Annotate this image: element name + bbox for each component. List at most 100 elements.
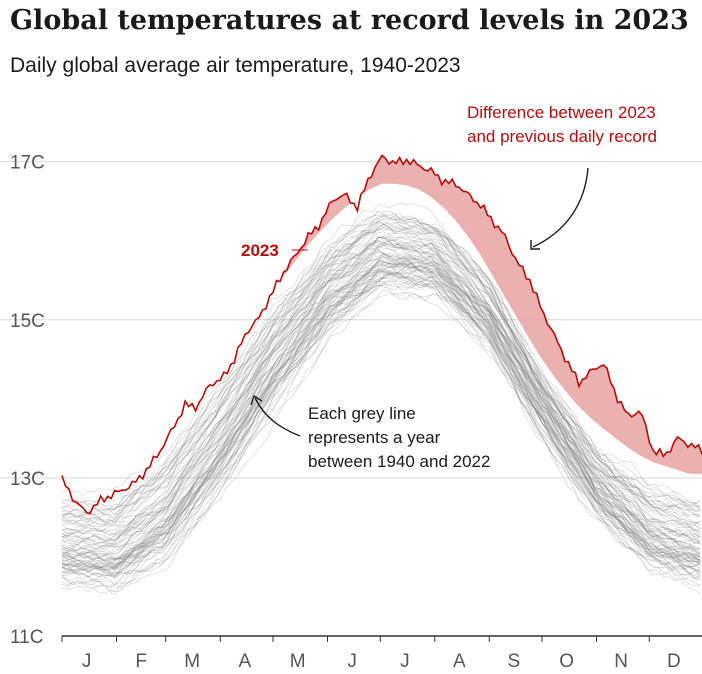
- grey-year-line: [61, 224, 701, 528]
- grey-lines-label-line-2: represents a year: [308, 428, 441, 447]
- difference-label-line-1: Difference between 2023: [467, 103, 656, 122]
- grey-year-line: [61, 269, 701, 581]
- grey-year-line: [61, 280, 701, 572]
- grey-year-line: [61, 275, 701, 580]
- grey-year-line: [61, 261, 701, 567]
- grey-year-line: [61, 261, 701, 561]
- grey-year-line: [61, 263, 701, 568]
- x-tick-label: M: [184, 651, 200, 672]
- grey-year-line: [61, 228, 701, 524]
- grey-year-line: [61, 248, 701, 561]
- grey-year-line: [61, 225, 701, 536]
- x-tick-label: J: [82, 651, 92, 672]
- y-tick-label: 15C: [10, 311, 45, 332]
- grey-year-line: [61, 263, 701, 566]
- grey-year-lines: [61, 202, 701, 596]
- x-tick-label: J: [347, 651, 357, 672]
- grey-year-line: [61, 213, 701, 510]
- grey-year-line: [61, 236, 701, 544]
- grey-year-line: [61, 250, 701, 551]
- grey-year-line: [61, 260, 701, 568]
- grey-year-line: [61, 292, 701, 592]
- grey-year-line: [61, 258, 701, 566]
- grey-year-line: [61, 263, 701, 566]
- grey-year-line: [61, 268, 701, 577]
- grey-year-line: [61, 239, 701, 547]
- grey-year-line: [61, 236, 701, 550]
- grey-year-line: [61, 246, 701, 555]
- grey-year-line: [61, 239, 701, 541]
- difference-arrowhead: [530, 240, 540, 250]
- x-tick-label: A: [453, 651, 466, 672]
- grey-year-line: [61, 242, 701, 548]
- grey-year-line: [61, 216, 701, 510]
- label-2023: 2023: [241, 241, 279, 260]
- x-tick-label: J: [400, 651, 410, 672]
- grey-year-line: [61, 212, 701, 512]
- grey-year-line: [61, 258, 701, 571]
- grey-year-line: [61, 260, 701, 562]
- annotations: 2023 Difference between 2023 and previou…: [241, 103, 657, 471]
- x-tick-label: N: [614, 651, 628, 672]
- record-difference-area: [283, 155, 702, 474]
- grey-year-line: [61, 276, 701, 593]
- grey-year-line: [61, 284, 701, 594]
- grey-year-line: [61, 224, 701, 528]
- grey-year-line: [61, 242, 701, 550]
- grey-year-line: [61, 223, 701, 525]
- grey-year-line: [61, 223, 701, 527]
- grey-year-line: [61, 243, 701, 539]
- grey-year-line: [61, 289, 701, 596]
- grey-year-line: [61, 244, 701, 553]
- grey-year-line: [61, 265, 701, 565]
- grey-year-line: [61, 268, 701, 578]
- grey-year-line: [61, 249, 701, 555]
- grey-year-line: [61, 252, 701, 569]
- grey-year-line: [61, 240, 701, 541]
- grey-year-line: [61, 210, 701, 514]
- gridlines: 11C 13C 15C 17C: [0, 153, 702, 648]
- grey-year-line: [61, 257, 701, 561]
- grey-lines-arrow: [254, 397, 301, 437]
- grey-year-line: [61, 265, 701, 570]
- grey-year-line: [61, 235, 701, 546]
- y-tick-label: 11C: [10, 627, 43, 648]
- grey-year-line: [61, 273, 701, 588]
- difference-arrow: [532, 167, 589, 248]
- grey-year-line: [61, 252, 701, 569]
- grey-year-line: [61, 273, 701, 577]
- x-tick-label: S: [508, 651, 521, 672]
- grey-year-line: [61, 250, 701, 559]
- chart-title: Global temperatures at record levels in …: [10, 5, 689, 36]
- grey-year-line: [61, 282, 701, 579]
- grey-year-line: [61, 202, 701, 505]
- grey-year-line: [61, 251, 701, 565]
- grey-lines-label-line-1: Each grey line: [308, 404, 416, 423]
- x-tick-label: A: [239, 651, 252, 672]
- x-tick-label: O: [559, 651, 574, 672]
- grey-year-line: [61, 253, 701, 557]
- grey-year-line: [61, 259, 701, 576]
- chart-subtitle: Daily global average air temperature, 19…: [10, 54, 461, 77]
- grey-year-line: [61, 218, 701, 519]
- grey-year-line: [61, 282, 701, 589]
- grey-year-line: [61, 221, 701, 525]
- grey-year-line: [61, 210, 701, 511]
- grey-year-line: [61, 270, 701, 572]
- grey-year-line: [61, 220, 701, 521]
- difference-label-line-2: and previous daily record: [467, 127, 657, 146]
- grey-year-line: [61, 235, 701, 534]
- grey-year-line: [61, 222, 701, 532]
- grey-year-line: [61, 263, 701, 571]
- grey-year-line: [61, 215, 701, 521]
- grey-lines-label-line-3: between 1940 and 2022: [308, 452, 490, 471]
- line-2023: [61, 154, 702, 515]
- grey-year-line: [61, 236, 701, 538]
- grey-year-line: [61, 270, 701, 571]
- grey-year-line: [61, 256, 701, 568]
- x-tick-label: F: [135, 651, 147, 672]
- y-tick-label: 17C: [10, 153, 45, 174]
- grey-lines-arrowhead: [250, 394, 263, 406]
- grey-year-line: [61, 218, 701, 518]
